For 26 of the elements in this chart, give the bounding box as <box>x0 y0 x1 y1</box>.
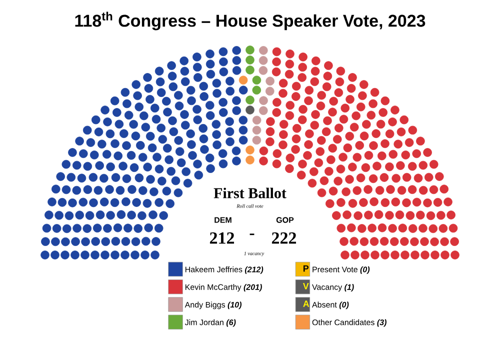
category-label: Hakeem Jeffries <box>185 266 242 272</box>
data-label: (1) <box>344 284 354 292</box>
text: First Ballot <box>214 188 286 198</box>
data-label: (10) <box>228 302 242 310</box>
text: 118$^{th}$ Congress – House Speaker Vote, 2023 <box>75 12 426 30</box>
data-label: (3) <box>377 319 386 327</box>
data-label: (201) <box>244 284 262 292</box>
text: GOP <box>276 217 294 223</box>
category-label: Jim Jordan <box>184 319 224 326</box>
text: 222 <box>272 232 296 244</box>
category-label: Other Candidates <box>312 319 374 326</box>
data-label: (6) <box>226 319 236 327</box>
text: - <box>250 234 254 236</box>
category-label: Present Vote <box>312 266 358 272</box>
text: V <box>302 283 309 290</box>
data-label: (0) <box>339 302 349 310</box>
text: P <box>303 265 309 272</box>
text: 212 <box>210 232 234 244</box>
category-label: Kevin McCarthy <box>185 284 242 292</box>
data-label: (212) <box>244 266 264 274</box>
text: DEM <box>214 217 232 223</box>
data-label: (0) <box>360 266 370 274</box>
text: A <box>303 300 310 307</box>
category-label: Vacancy <box>312 284 342 292</box>
category-label: Andy Biggs <box>184 302 226 310</box>
category-label: Absent <box>312 302 337 308</box>
